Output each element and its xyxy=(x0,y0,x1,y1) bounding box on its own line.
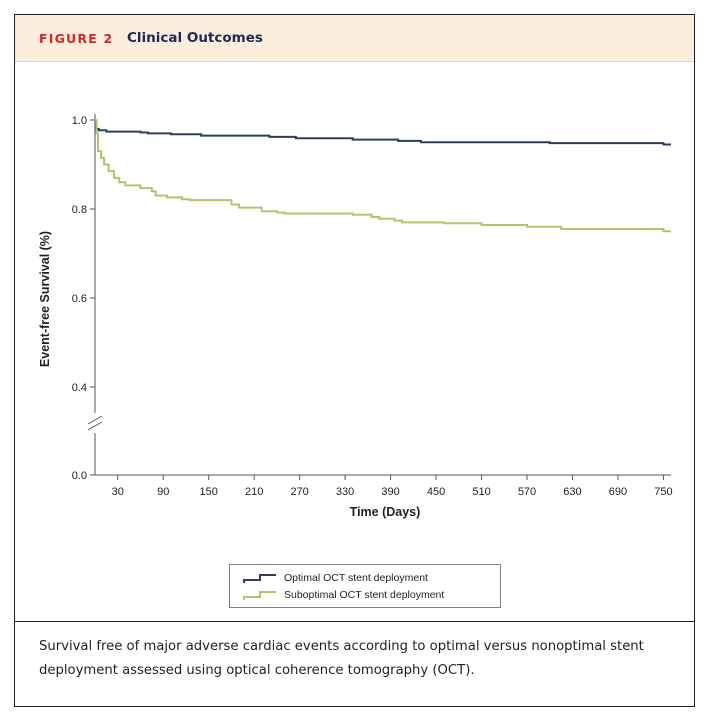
y-tick-label: 0.6 xyxy=(72,293,87,305)
x-tick-label: 390 xyxy=(381,486,399,498)
x-tick-label: 330 xyxy=(336,486,354,498)
kaplan-meier-chart: 0.0 0.4 0.6 0.8 1.0 30 90 150 210 270 330 390 450 510… xyxy=(38,114,673,519)
x-tick-label: 630 xyxy=(563,486,581,498)
legend-item-suboptimal: Suboptimal OCT stent deployment xyxy=(242,587,444,603)
y-axis-break-mark-1 xyxy=(87,415,103,425)
legend-swatch-optimal xyxy=(242,572,278,584)
x-tick-label: 450 xyxy=(427,486,445,498)
legend-label-optimal: Optimal OCT stent deployment xyxy=(284,572,428,584)
y-axis-title: Event-free Survival (%) xyxy=(38,231,52,367)
y-axis-break-mark-2 xyxy=(87,421,103,431)
x-tick-label: 30 xyxy=(112,486,124,498)
x-tick-label: 690 xyxy=(609,486,627,498)
series-line-optimal xyxy=(95,119,671,146)
x-tick-label: 270 xyxy=(290,486,308,498)
figure-caption: Survival free of major adverse cardiac e… xyxy=(39,639,644,678)
legend-swatch-suboptimal xyxy=(242,589,278,601)
figure-frame: FIGURE 2 Clinical Outcomes 0.0 0.4 0.6 0.8 1… xyxy=(14,14,695,707)
y-tick-label: 0.8 xyxy=(72,204,87,216)
figure-title: Clinical Outcomes xyxy=(127,30,263,46)
y-tick-label: 1.0 xyxy=(72,115,87,127)
series-line-suboptimal xyxy=(95,119,671,233)
x-axis-title: Time (Days) xyxy=(350,505,421,519)
y-tick-label: 0.4 xyxy=(72,382,87,394)
y-tick-label: 0.0 xyxy=(72,470,87,482)
x-tick-label: 510 xyxy=(472,486,490,498)
chart-legend: Optimal OCT stent deployment Suboptimal … xyxy=(229,564,501,608)
caption-divider xyxy=(15,621,694,622)
x-tick-label: 570 xyxy=(518,486,536,498)
x-tick-label: 210 xyxy=(245,486,263,498)
figure-label: FIGURE 2 xyxy=(39,31,114,46)
legend-item-optimal: Optimal OCT stent deployment xyxy=(242,570,428,586)
legend-label-suboptimal: Suboptimal OCT stent deployment xyxy=(284,589,445,601)
chart-area: 0.0 0.4 0.6 0.8 1.0 30 90 150 210 270 330 390 450 510… xyxy=(15,61,694,621)
figure-header: FIGURE 2 Clinical Outcomes xyxy=(15,15,694,62)
x-tick-label: 750 xyxy=(654,486,672,498)
x-tick-label: 150 xyxy=(200,486,218,498)
x-tick-label: 90 xyxy=(157,486,169,498)
